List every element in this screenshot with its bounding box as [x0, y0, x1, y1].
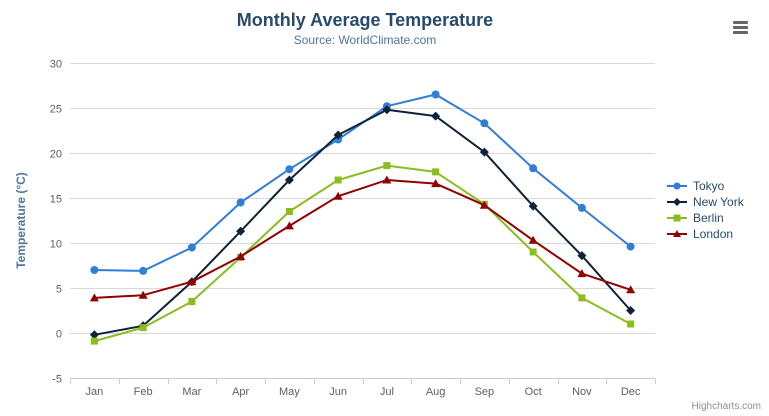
x-tick-label: Jul: [380, 386, 394, 398]
data-point[interactable]: [432, 168, 440, 176]
y-axis-title: Temperature (°C): [14, 172, 28, 269]
data-point[interactable]: [285, 165, 294, 174]
square-marker-icon: [667, 214, 687, 222]
data-point[interactable]: [431, 90, 440, 99]
data-point[interactable]: [334, 176, 342, 184]
data-point[interactable]: [479, 147, 489, 157]
data-point[interactable]: [626, 242, 635, 251]
x-tick-label: Jun: [329, 386, 347, 398]
series-new-york[interactable]: [89, 105, 636, 340]
y-tick-label: 5: [56, 284, 62, 296]
data-point[interactable]: [626, 285, 636, 294]
data-point[interactable]: [333, 191, 343, 200]
hamburger-icon: [733, 20, 750, 34]
x-tick-label: Oct: [525, 386, 542, 398]
triangle-marker-icon: [667, 230, 687, 237]
data-point[interactable]: [528, 201, 538, 211]
data-point[interactable]: [480, 119, 489, 128]
y-tick-label: 10: [50, 239, 62, 251]
data-point[interactable]: [236, 226, 246, 236]
x-tick-label: May: [279, 386, 300, 398]
diamond-marker-icon: [667, 198, 687, 206]
legend-label: Berlin: [693, 211, 724, 225]
series-tokyo[interactable]: [90, 90, 635, 275]
data-point[interactable]: [479, 200, 489, 209]
x-axis: Jan Feb Mar Apr May Jun Jul Aug Sep Oct Nov Dec: [70, 378, 656, 398]
data-point[interactable]: [90, 337, 98, 345]
x-tick-label: Nov: [572, 386, 592, 398]
y-tick-label: 25: [50, 104, 62, 116]
data-point[interactable]: [188, 298, 196, 305]
data-point[interactable]: [528, 235, 538, 244]
data-point[interactable]: [673, 182, 681, 190]
x-tick-label: Aug: [426, 386, 446, 398]
data-point[interactable]: [89, 293, 99, 302]
series-london[interactable]: [89, 175, 636, 302]
x-tick-label: Mar: [182, 386, 201, 398]
data-point[interactable]: [383, 162, 391, 170]
data-point[interactable]: [431, 179, 441, 188]
credits-link[interactable]: Highcharts.com: [691, 401, 761, 412]
data-point[interactable]: [673, 230, 681, 237]
data-point[interactable]: [187, 277, 197, 286]
y-gridlines: [70, 63, 655, 379]
data-point[interactable]: [626, 306, 636, 315]
x-tick-label: Apr: [232, 386, 249, 398]
data-point[interactable]: [139, 324, 147, 332]
data-point[interactable]: [138, 290, 148, 299]
legend-label: London: [693, 227, 734, 241]
legend: Tokyo New York Berlin London: [666, 178, 744, 242]
data-point[interactable]: [577, 251, 587, 261]
y-tick-label: 30: [50, 59, 62, 71]
data-point[interactable]: [236, 252, 246, 260]
x-tick-label: Jan: [86, 386, 104, 398]
data-point[interactable]: [89, 330, 99, 340]
data-point[interactable]: [673, 214, 681, 222]
y-tick-label: 0: [56, 329, 62, 341]
legend-item-berlin[interactable]: Berlin: [666, 210, 744, 226]
data-point[interactable]: [382, 105, 392, 115]
data-point[interactable]: [139, 266, 148, 275]
legend-label: Tokyo: [693, 179, 725, 193]
data-point[interactable]: [673, 198, 681, 206]
data-point[interactable]: [577, 203, 586, 212]
x-tick-label: Feb: [134, 386, 153, 398]
y-tick-label: 15: [50, 194, 62, 206]
data-point[interactable]: [382, 175, 392, 184]
data-point[interactable]: [90, 266, 99, 274]
data-point[interactable]: [236, 198, 245, 207]
export-menu-button[interactable]: [733, 19, 750, 35]
legend-item-tokyo[interactable]: Tokyo: [666, 178, 744, 194]
chart-title: Monthly Average Temperature: [236, 10, 494, 30]
data-point[interactable]: [333, 130, 343, 140]
y-axis-labels: -5 0 5 10 15 20 25 30: [50, 59, 62, 386]
data-point[interactable]: [627, 320, 635, 328]
data-point[interactable]: [187, 243, 196, 252]
data-point[interactable]: [284, 221, 294, 230]
data-point[interactable]: [577, 269, 587, 278]
data-point[interactable]: [578, 294, 586, 302]
data-point[interactable]: [529, 248, 537, 256]
data-point[interactable]: [529, 164, 538, 173]
x-tick-label: Sep: [475, 386, 495, 398]
legend-label: New York: [693, 195, 744, 209]
data-point[interactable]: [285, 208, 293, 215]
chart-subtitle: Source: WorldClimate.com: [293, 33, 437, 47]
data-point[interactable]: [284, 175, 294, 185]
circle-marker-icon: [667, 182, 687, 190]
data-point[interactable]: [431, 111, 441, 121]
legend-item-new-york[interactable]: New York: [666, 194, 744, 210]
y-tick-label: -5: [52, 374, 62, 386]
y-tick-label: 20: [50, 149, 62, 161]
legend-item-london[interactable]: London: [666, 226, 744, 242]
x-tick-label: Dec: [621, 386, 641, 398]
